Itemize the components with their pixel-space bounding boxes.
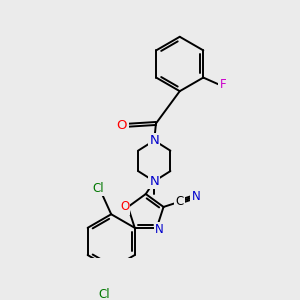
Text: C: C: [176, 195, 184, 208]
Text: O: O: [117, 119, 127, 132]
Text: Cl: Cl: [93, 182, 104, 195]
Text: N: N: [149, 134, 159, 147]
Text: F: F: [220, 78, 226, 91]
Text: N: N: [155, 223, 164, 236]
Text: N: N: [149, 175, 159, 188]
Text: Cl: Cl: [99, 288, 110, 300]
Text: O: O: [120, 200, 129, 213]
Text: N: N: [192, 190, 200, 203]
